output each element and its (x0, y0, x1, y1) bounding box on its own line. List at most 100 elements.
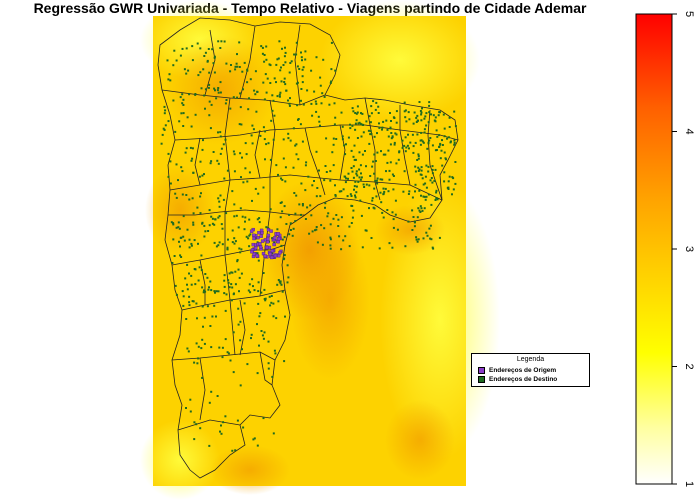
destination-point (250, 134, 253, 137)
destination-point (424, 198, 427, 201)
destination-point (236, 259, 239, 261)
destination-point (219, 91, 222, 94)
destination-point (207, 288, 210, 291)
destination-point (289, 139, 292, 142)
destination-point (192, 300, 195, 303)
destination-point (167, 78, 170, 81)
destination-point (425, 124, 428, 127)
destination-point (301, 75, 304, 78)
destination-point (354, 128, 357, 131)
destination-point (319, 84, 322, 87)
destination-point (262, 126, 265, 129)
destination-point (217, 216, 220, 219)
destination-point (405, 120, 408, 123)
destination-point (301, 140, 304, 143)
destination-point (292, 227, 295, 230)
destination-point (246, 180, 249, 183)
destination-point (223, 40, 226, 43)
destination-point (349, 193, 352, 196)
destination-point (334, 116, 337, 119)
destination-point (238, 123, 241, 126)
destination-point (354, 158, 357, 161)
destination-point (320, 102, 323, 105)
destination-point (203, 173, 205, 176)
destination-point (359, 164, 362, 167)
destination-point (167, 152, 170, 155)
destination-point (356, 105, 359, 108)
destination-point (204, 51, 207, 54)
destination-point (435, 189, 438, 192)
destination-point (427, 165, 430, 168)
destination-point (211, 217, 214, 220)
destination-point (215, 97, 218, 100)
destination-point (341, 125, 344, 128)
destination-point (318, 120, 321, 123)
destination-point (402, 190, 405, 193)
destination-point (373, 135, 376, 138)
destination-point (344, 181, 347, 184)
destination-point (188, 93, 191, 96)
destination-point (263, 98, 266, 101)
destination-point (166, 59, 169, 62)
destination-point (279, 69, 282, 72)
destination-point (179, 254, 182, 257)
destination-point (419, 211, 422, 213)
destination-point (377, 112, 380, 114)
destination-point (163, 112, 166, 115)
destination-point (213, 223, 216, 226)
map-panel (140, 0, 500, 500)
origin-point (255, 253, 259, 258)
destination-point (346, 195, 349, 198)
destination-point (181, 170, 184, 173)
destination-point (162, 127, 165, 130)
destination-point (217, 162, 220, 165)
destination-point (439, 157, 442, 160)
destination-point (181, 102, 184, 105)
destination-point (189, 398, 192, 401)
destination-point (218, 215, 221, 218)
origin-point (257, 230, 261, 235)
destination-point (167, 175, 170, 178)
destination-point (199, 195, 202, 198)
destination-point (284, 51, 287, 54)
destination-point (236, 260, 239, 263)
destination-point (198, 266, 201, 269)
destination-point (406, 144, 409, 147)
destination-point (234, 240, 237, 243)
destination-point (422, 141, 425, 144)
destination-point (193, 438, 196, 441)
destination-point (315, 102, 318, 105)
destination-point (436, 135, 439, 138)
destination-point (251, 199, 253, 202)
destination-point (263, 331, 266, 334)
destination-point (235, 62, 238, 65)
destination-point (417, 153, 420, 156)
destination-point (185, 407, 187, 409)
destination-point (428, 227, 431, 230)
destination-point (178, 240, 180, 243)
destination-point (389, 143, 392, 146)
origin-swatch-icon (478, 367, 485, 374)
destination-point (190, 244, 193, 247)
destination-point (415, 238, 418, 241)
origin-point (265, 245, 269, 250)
destination-points (160, 40, 457, 452)
destination-point (244, 167, 247, 170)
destination-point (225, 212, 228, 215)
destination-point (259, 134, 262, 137)
legend-title: Legenda (516, 356, 545, 363)
destination-point (271, 252, 273, 254)
destination-point (186, 116, 189, 119)
destination-point (242, 181, 245, 184)
destination-point (249, 291, 252, 294)
destination-point (270, 301, 273, 304)
destination-point (188, 246, 191, 249)
destination-point (291, 234, 294, 237)
destination-point (220, 432, 223, 435)
destination-point (332, 164, 335, 167)
destination-point (279, 216, 282, 219)
destination-point (298, 68, 301, 70)
destination-point (386, 128, 389, 131)
destination-point (219, 47, 222, 49)
destination-point (428, 111, 431, 114)
